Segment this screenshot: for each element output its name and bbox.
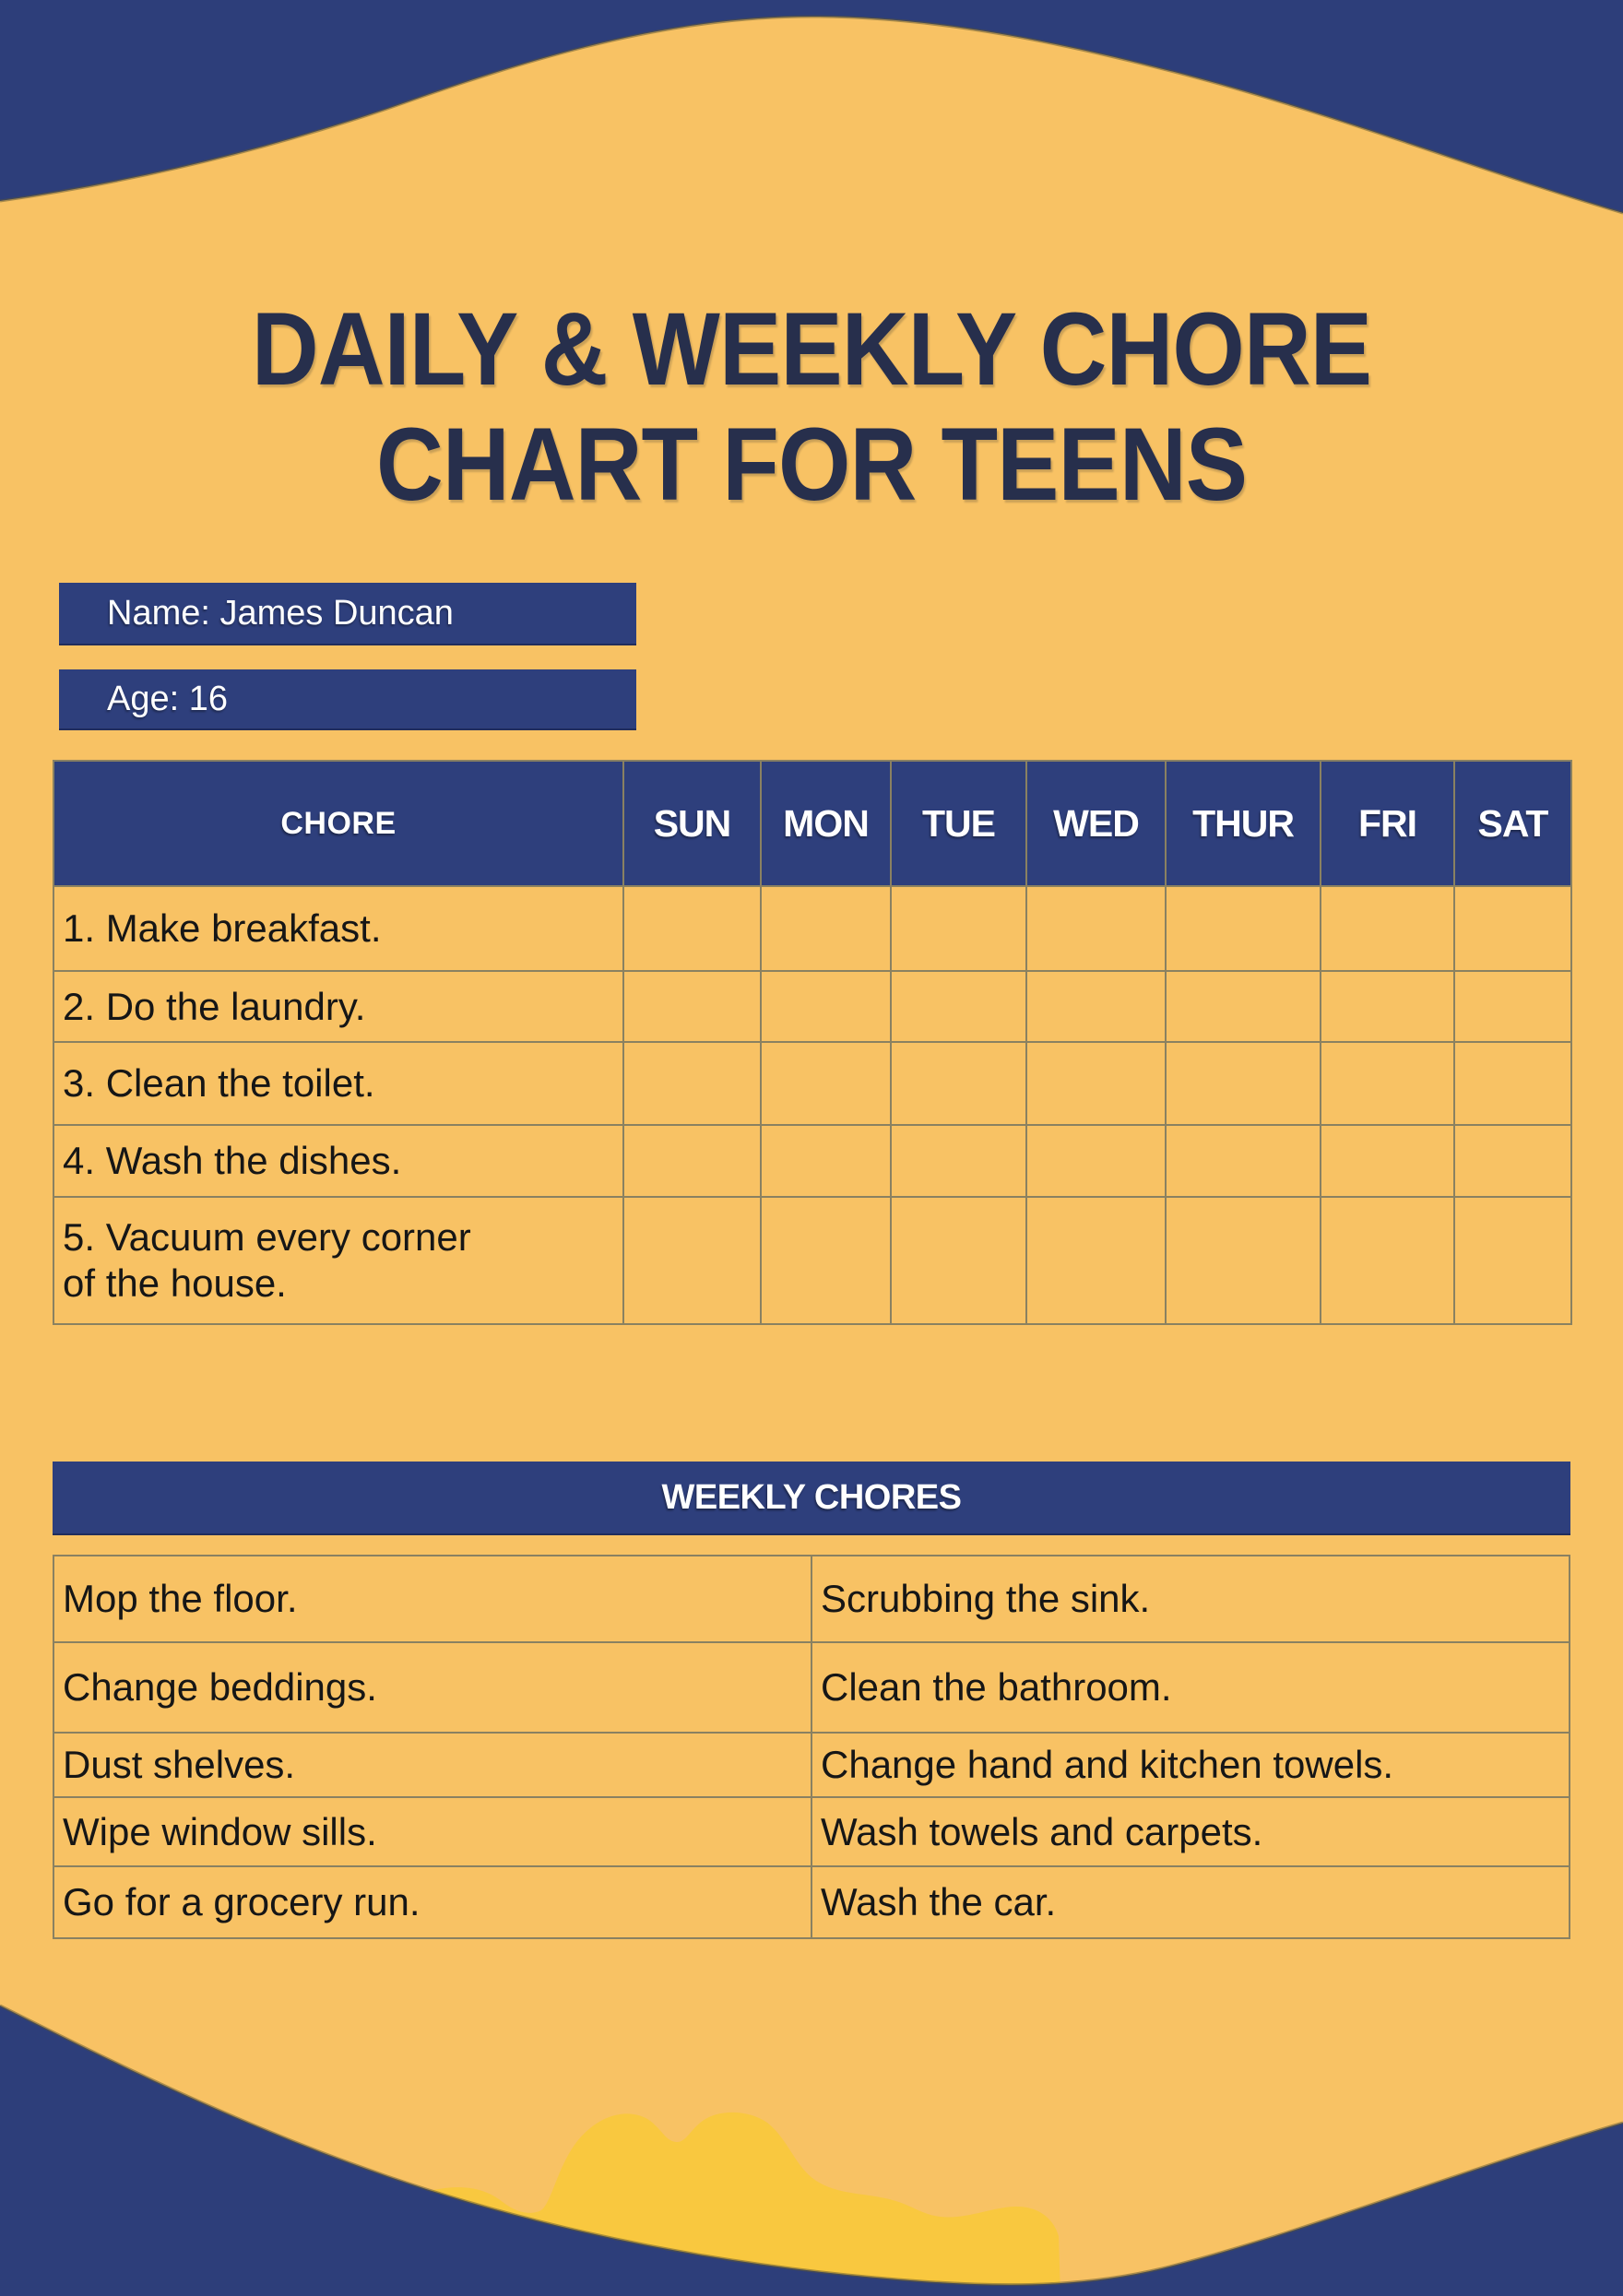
weekly-chore-cell: Mop the floor. <box>53 1555 812 1643</box>
day-cell <box>622 885 762 972</box>
day-cell <box>1320 885 1455 972</box>
chore-name-cell: 4. Wash the dishes. <box>53 1124 624 1198</box>
chore-row: 1. Make breakfast. <box>53 885 1572 972</box>
day-cell <box>622 1196 762 1325</box>
day-cell <box>1453 970 1572 1043</box>
day-cell <box>890 885 1027 972</box>
day-cell <box>1025 885 1167 972</box>
chore-name-cell: 5. Vacuum every corner of the house. <box>53 1196 624 1325</box>
day-cell <box>1165 1196 1321 1325</box>
bottom-wave-decoration <box>0 2004 1623 2296</box>
day-cell <box>1025 1124 1167 1198</box>
day-cell <box>1165 885 1321 972</box>
day-cell <box>1453 1196 1572 1325</box>
chore-row: 3. Clean the toilet. <box>53 1041 1572 1126</box>
day-cell <box>1320 1041 1455 1126</box>
name-banner: Name: James Duncan <box>59 583 636 645</box>
weekly-row: Change beddings. Clean the bathroom. <box>53 1641 1570 1734</box>
top-blue-wave <box>0 0 1623 213</box>
weekly-row: Mop the floor. Scrubbing the sink. <box>53 1555 1570 1643</box>
day-cell <box>890 1041 1027 1126</box>
header-sat: SAT <box>1453 760 1572 887</box>
day-cell <box>760 885 892 972</box>
weekly-chore-cell: Wash towels and carpets. <box>811 1796 1570 1867</box>
weekly-chores-title: WEEKLY CHORES <box>661 1477 962 1517</box>
day-cell <box>1165 1124 1321 1198</box>
day-cell <box>1025 970 1167 1043</box>
weekly-chore-cell: Clean the bathroom. <box>811 1641 1570 1734</box>
day-cell <box>1025 1041 1167 1126</box>
day-cell <box>890 1196 1027 1325</box>
age-label: Age: 16 <box>107 679 228 718</box>
chore-row: 2. Do the laundry. <box>53 970 1572 1043</box>
day-cell <box>622 1041 762 1126</box>
chore-name-cell: 3. Clean the toilet. <box>53 1041 624 1126</box>
header-thur: THUR <box>1165 760 1321 887</box>
day-cell <box>890 1124 1027 1198</box>
day-cell <box>622 1124 762 1198</box>
day-cell <box>1453 1124 1572 1198</box>
weekly-chore-cell: Wipe window sills. <box>53 1796 812 1867</box>
top-wave-decoration <box>0 0 1623 215</box>
day-cell <box>1320 1196 1455 1325</box>
daily-header-row: CHORE SUN MON TUE WED THUR FRI SAT <box>53 760 1572 887</box>
day-cell <box>1320 1124 1455 1198</box>
day-cell <box>1165 970 1321 1043</box>
header-sun: SUN <box>622 760 762 887</box>
day-cell <box>1453 885 1572 972</box>
daily-chore-table: CHORE SUN MON TUE WED THUR FRI SAT 1. Ma… <box>53 760 1572 1325</box>
day-cell <box>1165 1041 1321 1126</box>
header-mon: MON <box>760 760 892 887</box>
title-line-1: DAILY & WEEKLY CHORE <box>251 291 1372 407</box>
name-label: Name: James Duncan <box>107 593 454 633</box>
weekly-chore-cell: Go for a grocery run. <box>53 1865 812 1939</box>
header-tue: TUE <box>890 760 1027 887</box>
day-cell <box>890 970 1027 1043</box>
weekly-chore-cell: Scrubbing the sink. <box>811 1555 1570 1643</box>
weekly-chore-cell: Wash the car. <box>811 1865 1570 1939</box>
weekly-chores-table: Mop the floor. Scrubbing the sink. Chang… <box>53 1555 1570 1939</box>
chore-name-cell: 1. Make breakfast. <box>53 885 624 972</box>
header-wed: WED <box>1025 760 1167 887</box>
bottom-blue-wave <box>0 2006 1623 2296</box>
day-cell <box>622 970 762 1043</box>
day-cell <box>760 1124 892 1198</box>
chore-name-cell: 2. Do the laundry. <box>53 970 624 1043</box>
page-title: DAILY & WEEKLY CHORE CHART FOR TEENS <box>0 291 1623 523</box>
weekly-chore-cell: Change beddings. <box>53 1641 812 1734</box>
day-cell <box>760 970 892 1043</box>
day-cell <box>1453 1041 1572 1126</box>
weekly-row: Dust shelves. Change hand and kitchen to… <box>53 1732 1570 1798</box>
age-banner: Age: 16 <box>59 669 636 730</box>
chore-row: 4. Wash the dishes. <box>53 1124 1572 1198</box>
day-cell <box>1320 970 1455 1043</box>
day-cell <box>1025 1196 1167 1325</box>
weekly-row: Wipe window sills. Wash towels and carpe… <box>53 1796 1570 1867</box>
title-line-2: CHART FOR TEENS <box>375 407 1248 523</box>
header-chore: CHORE <box>53 760 624 887</box>
weekly-row: Go for a grocery run. Wash the car. <box>53 1865 1570 1939</box>
day-cell <box>760 1041 892 1126</box>
weekly-chores-header: WEEKLY CHORES <box>53 1462 1570 1535</box>
weekly-chore-cell: Change hand and kitchen towels. <box>811 1732 1570 1798</box>
chore-row: 5. Vacuum every corner of the house. <box>53 1196 1572 1325</box>
day-cell <box>760 1196 892 1325</box>
weekly-chore-cell: Dust shelves. <box>53 1732 812 1798</box>
header-fri: FRI <box>1320 760 1455 887</box>
